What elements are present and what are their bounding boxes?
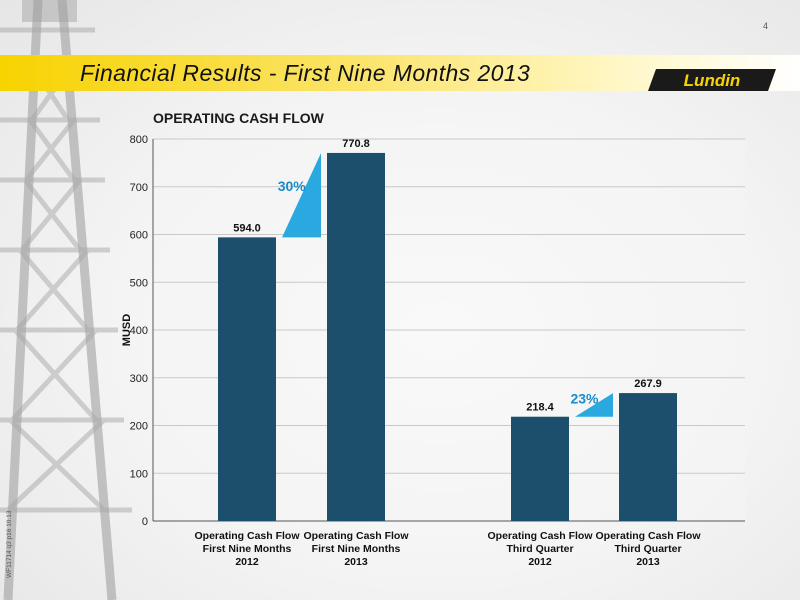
page-number: 4 xyxy=(762,21,768,31)
x-category-label: First Nine Months xyxy=(203,543,292,555)
oil-derrick-graphic xyxy=(0,0,132,600)
lundin-logo: Lundin xyxy=(648,68,776,92)
y-tick-label: 700 xyxy=(130,182,148,194)
x-category-label: 2013 xyxy=(344,556,368,568)
x-category-label: First Nine Months xyxy=(312,543,401,555)
y-tick-label: 100 xyxy=(130,468,148,480)
x-category-label: 2012 xyxy=(528,556,552,568)
y-tick-label: 300 xyxy=(130,373,148,385)
chart-title: OPERATING CASH FLOW xyxy=(153,110,324,126)
x-category-label: Third Quarter xyxy=(614,543,681,555)
y-tick-label: 200 xyxy=(130,421,148,433)
x-category-label: 2013 xyxy=(636,556,660,568)
y-tick-label: 600 xyxy=(130,230,148,242)
bar xyxy=(619,393,677,521)
growth-wedge xyxy=(575,393,613,417)
x-category-label: Third Quarter xyxy=(506,543,573,555)
growth-percent-label: 30% xyxy=(278,178,307,194)
bar xyxy=(511,416,569,521)
growth-wedge xyxy=(282,152,321,238)
x-category-label: Operating Cash Flow xyxy=(487,530,593,542)
x-category-label: Operating Cash Flow xyxy=(595,530,701,542)
bar-value-label: 267.9 xyxy=(634,378,662,390)
growth-percent-label: 23% xyxy=(570,391,599,407)
x-category-label: Operating Cash Flow xyxy=(194,530,300,542)
svg-text:Lundin: Lundin xyxy=(684,71,741,90)
y-axis-title: MUSD xyxy=(121,314,133,346)
title-banner: Financial Results - First Nine Months 20… xyxy=(0,55,800,91)
x-category-label: 2012 xyxy=(235,556,259,568)
bar xyxy=(327,152,385,521)
y-tick-label: 0 xyxy=(142,516,148,528)
bar-value-label: 218.4 xyxy=(526,402,554,414)
y-tick-label: 400 xyxy=(130,325,148,337)
y-tick-label: 800 xyxy=(130,134,148,146)
document-code: WF11714 q3 p16 10.13 xyxy=(6,510,13,578)
bar-value-label: 594.0 xyxy=(233,222,261,234)
bar-value-label: 770.8 xyxy=(342,138,370,150)
y-tick-label: 500 xyxy=(130,277,148,289)
bar xyxy=(218,237,276,522)
slide-title: Financial Results - First Nine Months 20… xyxy=(80,60,531,86)
x-category-label: Operating Cash Flow xyxy=(303,530,409,542)
